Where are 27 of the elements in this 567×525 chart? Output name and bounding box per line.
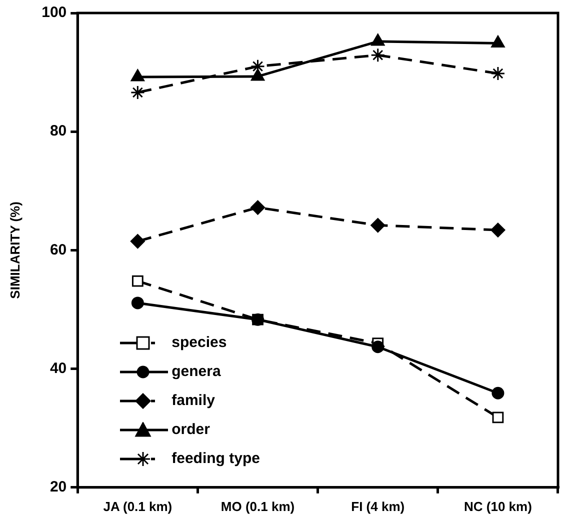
x-tick-label: MO (0.1 km) (220, 498, 295, 514)
legend-label: family (172, 392, 215, 410)
point (370, 218, 386, 233)
point (131, 296, 144, 310)
legend-label: order (172, 421, 210, 438)
y-tick-label: 40 (50, 360, 67, 377)
y-axis-title: SIMILARITY (%) (7, 202, 22, 299)
point (130, 234, 145, 249)
point (490, 222, 506, 238)
x-tick-label: NC (10 km) (464, 498, 532, 514)
point (372, 340, 384, 354)
point (370, 48, 386, 62)
legend-label: species (172, 334, 227, 352)
point (132, 275, 144, 287)
point (492, 386, 504, 400)
point (490, 66, 506, 81)
x-tick-label: FI (4 km) (351, 498, 405, 514)
x-tick-label: JA (0.1 km) (103, 498, 172, 514)
point (130, 85, 145, 100)
point (492, 412, 504, 424)
y-tick-label: 100 (42, 4, 67, 22)
y-tick-label: 20 (50, 478, 67, 496)
y-tick-label: 80 (50, 122, 67, 140)
y-tick-label: 60 (50, 241, 67, 258)
legend-label: genera (172, 363, 221, 380)
legend-label: feeding type (172, 450, 260, 468)
point (250, 200, 266, 215)
